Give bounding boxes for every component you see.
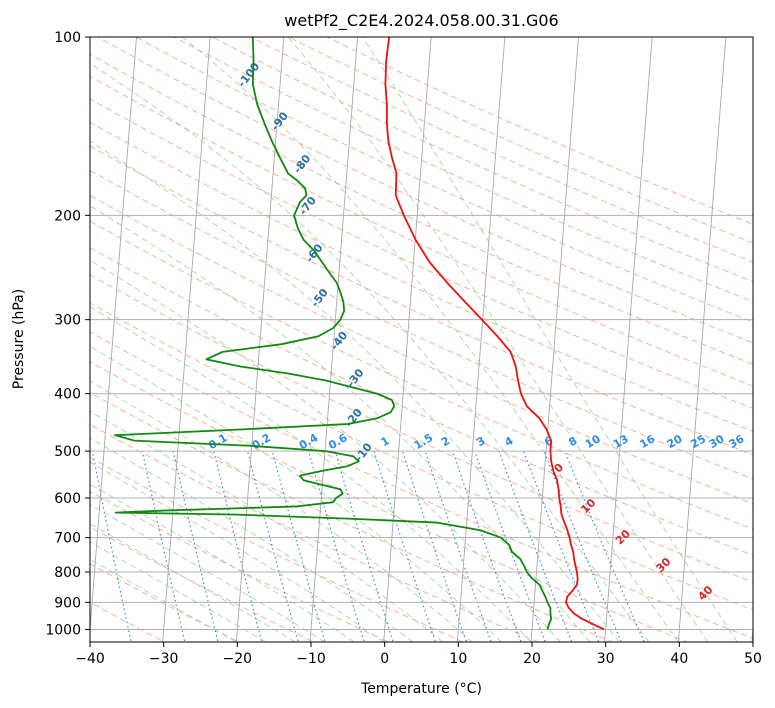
- isotherm-line: [677, 37, 727, 642]
- chart-title: wetPf2_C2E4.2024.058.00.31.G06: [284, 11, 558, 31]
- dry-adiabat-line: [90, 361, 689, 642]
- dry-adiabat-line: [90, 194, 753, 505]
- x-tick-label: 0: [380, 651, 389, 667]
- moist-adiabat-line: [90, 541, 267, 642]
- x-axis-label: Temperature (°C): [360, 681, 482, 697]
- dry-adiabat-line: [90, 456, 465, 642]
- dry-adiabat-line: [90, 302, 753, 611]
- moist-adiabat-line: [362, 37, 738, 642]
- isotherm-line: [162, 37, 211, 642]
- dry-adiabat-line: [90, 247, 753, 556]
- dry-adiabat-line: [90, 563, 241, 642]
- isotherm-line: [604, 37, 653, 642]
- x-axis-ticks: −40 −30 −20 −10 0 10 20 30 40 50: [75, 642, 762, 667]
- moist-adiabat-line: [90, 437, 414, 642]
- x-tick-label: 20: [523, 651, 541, 667]
- x-tick-label: 40: [670, 651, 688, 667]
- y-tick-label: 500: [54, 444, 81, 460]
- moist-adiabat-line: [90, 62, 650, 642]
- moist-adiabat-line: [90, 306, 532, 642]
- dry-adiabat-line: [173, 37, 753, 303]
- moist-adiabat-line: [90, 558, 237, 642]
- y-tick-label: 700: [54, 531, 81, 547]
- dry-adiabat-line: [90, 75, 753, 387]
- moist-adiabat-line: [287, 37, 709, 642]
- y-tick-label: 900: [54, 595, 81, 611]
- x-tick-label: −30: [149, 651, 179, 667]
- dry-adiabat-line: [90, 220, 753, 530]
- isotherm-line: [235, 37, 285, 642]
- dry-adiabat-line: [90, 491, 390, 642]
- dry-adiabat-line: [90, 121, 753, 432]
- dry-adiabat-line: [90, 601, 166, 642]
- x-tick-label: −40: [75, 651, 105, 667]
- y-tick-label: 100: [54, 30, 81, 46]
- y-axis-ticks: 100 200 300 400 500 600 700 800 900 1000: [45, 30, 90, 638]
- x-tick-label: −20: [223, 651, 253, 667]
- moist-adiabat-line: [90, 345, 502, 642]
- plot-frame: [89, 36, 754, 643]
- isotherm-line: [530, 37, 579, 642]
- dewpoint-line: [114, 37, 553, 630]
- y-tick-label: 600: [54, 491, 81, 507]
- moist-adiabat-line: [90, 259, 561, 642]
- x-tick-label: −10: [296, 651, 326, 667]
- moist-adiabat-line: [182, 37, 679, 642]
- x-tick-label: 30: [597, 651, 615, 667]
- moist-adiabat-line: [90, 410, 443, 642]
- series-lines: [114, 37, 605, 631]
- isotherm-line: [456, 37, 506, 642]
- y-tick-label: 800: [54, 565, 81, 581]
- dry-adiabat-line: [90, 392, 614, 642]
- moist-adiabat-line: [90, 483, 355, 642]
- dry-adiabat-line: [90, 145, 753, 456]
- x-tick-label: 50: [744, 651, 762, 667]
- isotherm-line: [383, 37, 432, 642]
- temperature-line: [384, 37, 605, 631]
- grid-lines: [90, 37, 753, 642]
- y-axis-label: Pressure (hPa): [11, 289, 27, 389]
- isotherm-line: [90, 37, 137, 636]
- y-tick-label: 200: [54, 208, 81, 224]
- y-tick-label: 400: [54, 387, 81, 403]
- y-tick-label: 1000: [45, 622, 81, 638]
- isotherm-line: [309, 37, 358, 642]
- moist-adiabat-line: [90, 461, 384, 642]
- x-tick-label: 10: [449, 651, 467, 667]
- y-tick-label: 300: [54, 313, 81, 329]
- dry-adiabat-line: [96, 37, 753, 344]
- dry-adiabat-line: [211, 37, 753, 283]
- moist-adiabat-line: [90, 380, 473, 642]
- moist-adiabat-line: [90, 140, 620, 642]
